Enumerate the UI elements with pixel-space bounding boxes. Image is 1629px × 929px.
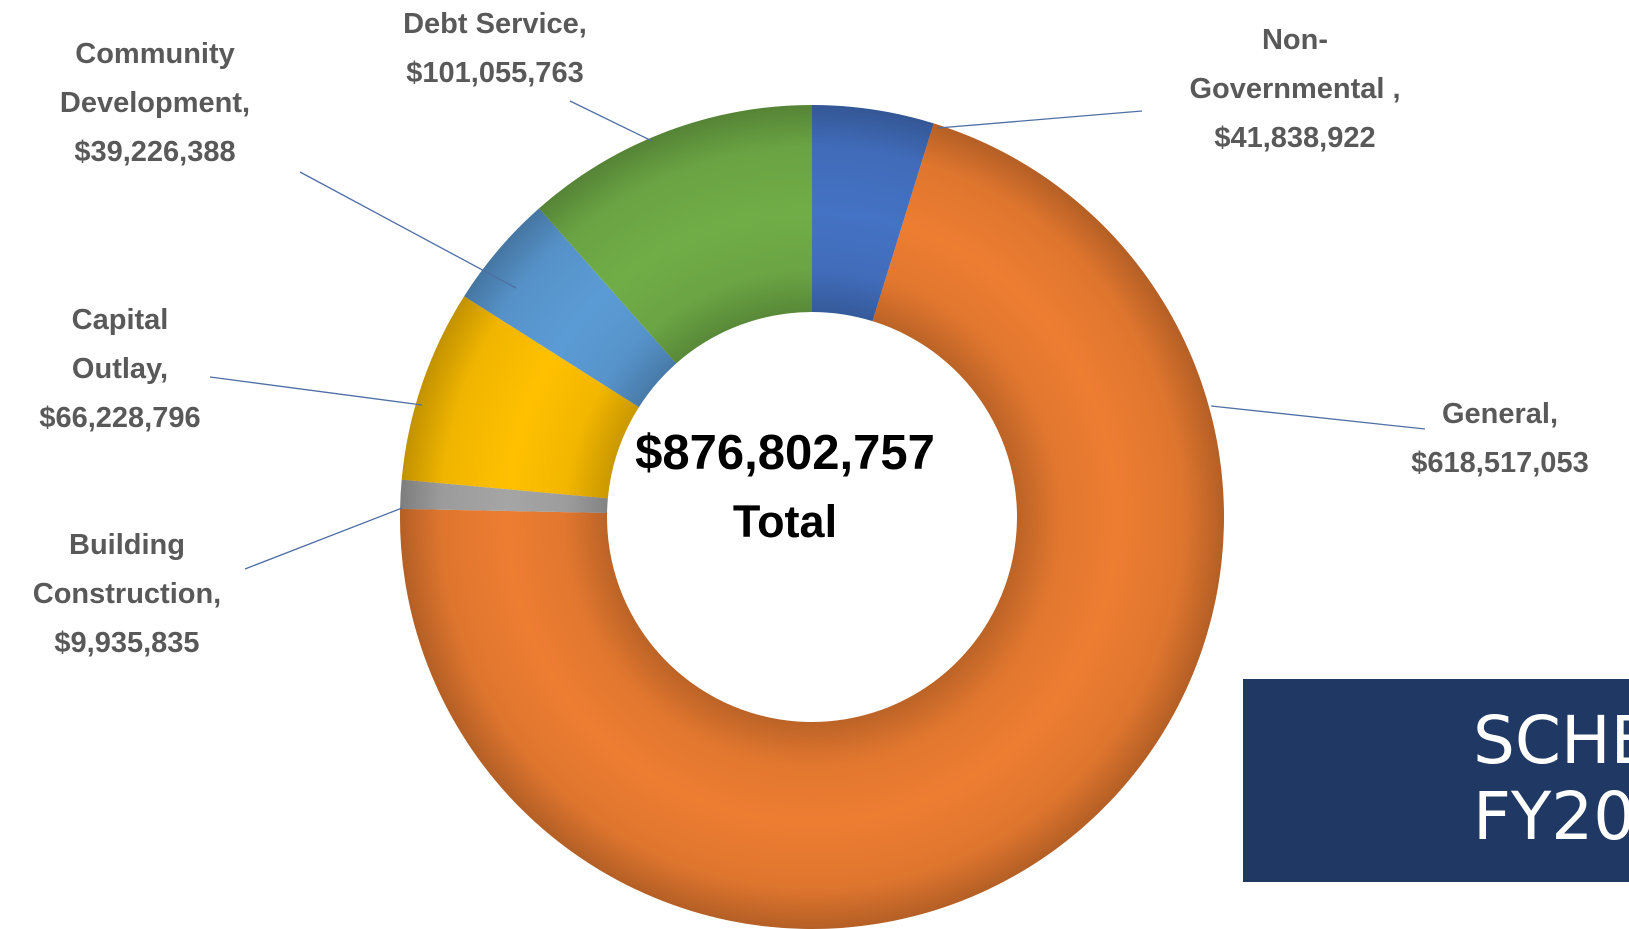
label-line: General, <box>1441 398 1559 430</box>
slice-label-community-development: Community Development, $39,226,388 <box>20 30 290 177</box>
slide-title-line-2: FY20 <box>1473 778 1629 855</box>
slice-label-capital-outlay: Capital Outlay, $66,228,796 <box>0 296 240 443</box>
label-line: $101,055,763 <box>406 57 584 89</box>
leader-line <box>569 100 653 142</box>
label-line: Development, <box>59 87 251 119</box>
label-line: Outlay, <box>71 353 169 385</box>
slice-label-debt-service: Debt Service, $101,055,763 <box>370 0 620 98</box>
label-line: $39,226,388 <box>74 136 236 168</box>
label-line: Construction, <box>32 578 222 610</box>
label-line: $66,228,796 <box>39 402 201 434</box>
leader-line <box>209 376 423 406</box>
label-line: Capital <box>71 304 169 336</box>
slice-label-general: General, $618,517,053 <box>1380 390 1620 488</box>
label-line: Building <box>69 529 185 561</box>
total-label: Total <box>732 496 838 547</box>
label-line: Non- <box>1261 24 1329 56</box>
label-line: $41,838,922 <box>1214 122 1376 154</box>
label-line: $618,517,053 <box>1411 447 1589 479</box>
leader-line <box>1210 405 1426 430</box>
center-total: $876,802,757 Total <box>600 420 970 558</box>
label-line: Community <box>75 38 235 70</box>
slide-title-line-1: SCHE <box>1473 702 1629 779</box>
ring-shading <box>400 105 1224 929</box>
total-amount: $876,802,757 <box>635 426 935 480</box>
leader-line <box>244 507 403 570</box>
slice-label-building-construction: Building Construction, $9,935,835 <box>2 521 252 668</box>
slice-label-non-governmental: Non- Governmental , $41,838,922 <box>1135 16 1455 163</box>
label-line: Governmental , <box>1189 73 1401 105</box>
slide-title-box: SCHE FY20 <box>1243 679 1629 882</box>
leader-line <box>937 110 1143 129</box>
label-line: $9,935,835 <box>54 627 200 659</box>
leader-line <box>299 171 517 289</box>
label-line: Debt Service, <box>403 8 587 40</box>
